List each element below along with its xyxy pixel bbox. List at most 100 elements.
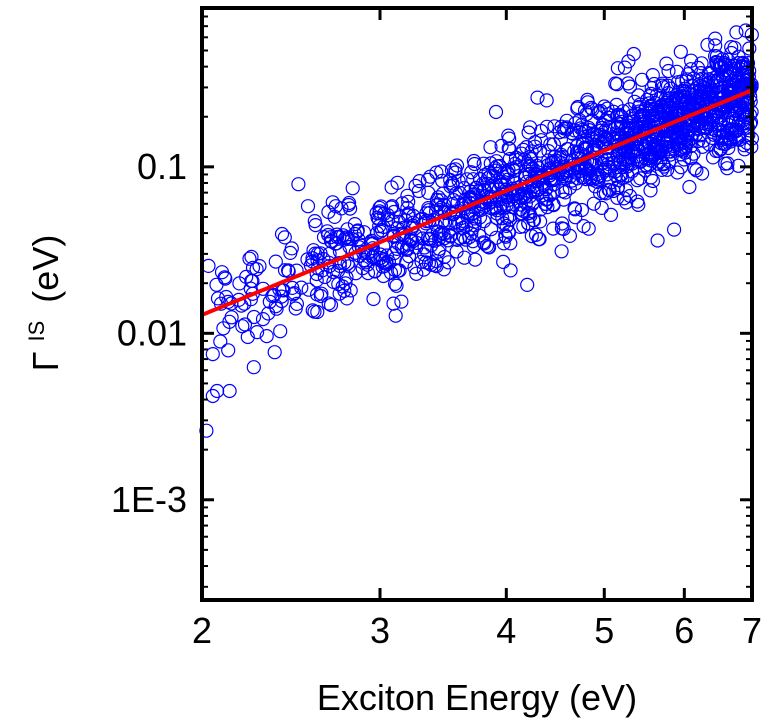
x-tick-label: 7 bbox=[742, 610, 762, 651]
data-point bbox=[713, 142, 728, 157]
data-point bbox=[708, 38, 723, 53]
data-point bbox=[366, 291, 381, 307]
data-point bbox=[697, 120, 712, 135]
data-point bbox=[643, 144, 658, 160]
data-point bbox=[417, 240, 432, 255]
data-point bbox=[516, 188, 531, 203]
data-point bbox=[532, 214, 548, 229]
data-point bbox=[522, 120, 538, 135]
data-point bbox=[673, 44, 688, 59]
data-point bbox=[644, 109, 659, 124]
data-point bbox=[245, 286, 260, 301]
data-point bbox=[729, 25, 744, 40]
data-point bbox=[552, 125, 567, 140]
data-point bbox=[437, 249, 452, 265]
data-point bbox=[576, 219, 591, 234]
data-point bbox=[379, 255, 394, 270]
data-point bbox=[356, 225, 372, 240]
data-point bbox=[245, 260, 261, 275]
data-point bbox=[488, 104, 504, 120]
data-point bbox=[478, 167, 493, 182]
data-point bbox=[308, 246, 323, 261]
data-point bbox=[539, 119, 555, 134]
data-point bbox=[372, 204, 387, 219]
data-point bbox=[673, 89, 689, 104]
data-point bbox=[475, 176, 490, 191]
data-point bbox=[583, 166, 598, 181]
data-point bbox=[374, 223, 390, 238]
data-point bbox=[222, 383, 237, 399]
data-point bbox=[274, 226, 290, 242]
data-point bbox=[521, 125, 536, 140]
data-point bbox=[715, 52, 730, 67]
data-point bbox=[464, 165, 479, 180]
data-point bbox=[567, 202, 583, 217]
data-point bbox=[742, 41, 757, 56]
data-point bbox=[199, 423, 214, 438]
data-point bbox=[324, 234, 339, 249]
data-point bbox=[646, 112, 662, 127]
data-point bbox=[450, 232, 465, 247]
data-point bbox=[218, 271, 233, 286]
data-point bbox=[626, 46, 641, 62]
data-point bbox=[639, 159, 655, 174]
data-point bbox=[562, 228, 578, 243]
x-tick-label: 6 bbox=[674, 610, 694, 651]
data-point bbox=[224, 310, 239, 325]
fit-line bbox=[201, 88, 753, 317]
data-point bbox=[360, 266, 376, 281]
data-point bbox=[386, 204, 401, 220]
data-point bbox=[369, 205, 384, 221]
data-point bbox=[575, 122, 590, 137]
data-point bbox=[330, 229, 345, 245]
data-point bbox=[530, 90, 545, 105]
data-point bbox=[572, 113, 587, 128]
y-axis-unit: (eV) bbox=[25, 235, 66, 303]
data-point bbox=[411, 183, 426, 199]
data-point bbox=[653, 142, 668, 157]
data-point bbox=[609, 77, 625, 92]
data-point bbox=[650, 233, 665, 248]
data-point bbox=[242, 251, 257, 266]
data-point bbox=[300, 199, 316, 214]
data-point bbox=[704, 121, 719, 136]
data-point bbox=[259, 329, 274, 344]
data-point bbox=[524, 144, 539, 159]
data-point bbox=[631, 104, 647, 119]
data-point bbox=[268, 299, 283, 314]
data-point bbox=[610, 61, 626, 76]
data-point bbox=[637, 163, 653, 178]
data-point bbox=[357, 253, 372, 268]
y-axis-symbol: Γ bbox=[25, 352, 66, 372]
points-layer bbox=[199, 23, 760, 438]
data-point bbox=[721, 130, 736, 145]
data-point bbox=[516, 142, 531, 157]
data-point bbox=[687, 106, 702, 122]
data-point bbox=[214, 265, 230, 280]
data-point bbox=[327, 209, 342, 224]
data-point bbox=[421, 185, 436, 200]
plot-frame bbox=[200, 6, 754, 602]
data-point bbox=[721, 92, 736, 108]
data-point bbox=[457, 201, 472, 216]
data-point bbox=[323, 297, 339, 313]
data-point bbox=[493, 174, 508, 189]
data-point bbox=[723, 134, 738, 149]
data-point bbox=[614, 167, 629, 182]
data-point bbox=[600, 101, 615, 116]
data-point bbox=[401, 194, 416, 209]
x-axis-title: Exciton Energy (eV) bbox=[317, 677, 637, 718]
data-point bbox=[502, 225, 517, 240]
data-point bbox=[332, 286, 347, 301]
data-point bbox=[444, 163, 460, 178]
data-point bbox=[742, 107, 758, 123]
data-point bbox=[691, 133, 706, 149]
data-point bbox=[386, 229, 401, 244]
data-point bbox=[205, 347, 220, 362]
data-point bbox=[335, 228, 351, 243]
data-point bbox=[326, 274, 341, 289]
data-point bbox=[261, 306, 276, 321]
data-point bbox=[240, 329, 255, 345]
data-point bbox=[484, 222, 499, 237]
data-point bbox=[688, 127, 703, 142]
